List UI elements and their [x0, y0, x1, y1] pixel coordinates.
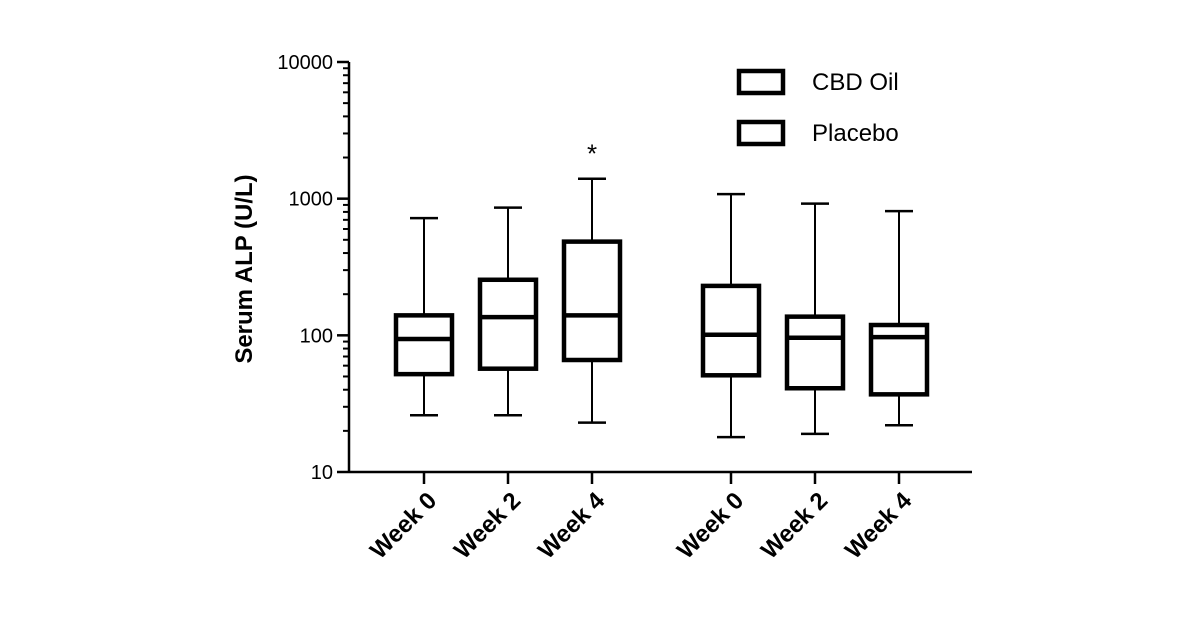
x-tick-label: Week 2 [449, 487, 526, 564]
box-iqr [787, 317, 843, 389]
x-tick-label: Week 4 [840, 487, 918, 565]
box-plot-marks: * [396, 139, 927, 437]
legend-label: Placebo [812, 120, 899, 147]
legend-entry: CBD Oil [739, 69, 899, 96]
legend-label: CBD Oil [812, 69, 899, 96]
box-plot [871, 211, 927, 425]
y-axis-label: Serum ALP (U/L) [231, 174, 258, 363]
x-tick-label: Week 0 [365, 487, 442, 564]
box-iqr [564, 242, 620, 360]
x-tick-label: Week 4 [533, 487, 611, 565]
y-tick-label: 10 [311, 462, 333, 484]
box-plot [703, 194, 759, 437]
series-group [703, 194, 927, 437]
box-plot: * [564, 139, 620, 423]
y-tick-label: 1000 [289, 189, 334, 211]
legend-swatch [739, 122, 783, 144]
x-tick-label: Week 0 [672, 487, 749, 564]
box-plot [787, 204, 843, 434]
legend-swatch [739, 71, 783, 93]
series-group: * [396, 139, 620, 423]
x-axis: Week 0Week 2Week 4Week 0Week 2Week 4 [349, 472, 972, 564]
box-plot [480, 208, 536, 416]
y-tick-label: 100 [300, 325, 333, 347]
box-iqr [480, 280, 536, 369]
significance-marker: * [587, 139, 597, 169]
box-plot [396, 218, 452, 415]
box-iqr [396, 315, 452, 374]
legend-entry: Placebo [739, 120, 899, 147]
box-iqr [703, 286, 759, 375]
legend: CBD Oil Placebo [739, 69, 899, 147]
x-tick-label: Week 2 [756, 487, 833, 564]
y-tick-label: 10000 [277, 52, 333, 74]
y-axis: 10 100 1000 10000 [277, 52, 349, 484]
